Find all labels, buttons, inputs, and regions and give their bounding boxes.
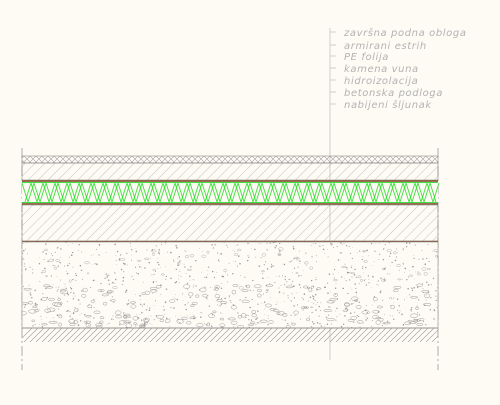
layer-gravel [21,241,439,329]
insulation-pattern [21,181,440,204]
layer-concrete-base [21,204,439,242]
layer-legend: završna podna obloga armirani estrih PE … [343,27,467,111]
legend-pe-foil: PE folija [344,52,389,63]
layer-floor-finish [21,155,439,164]
legend-gravel: nabijeni šljunak [344,99,432,111]
ground-hatch [22,328,438,342]
legend-insulation: kamena vuna [344,64,419,75]
layer-insulation [21,181,440,204]
legend-ticks [330,31,336,105]
legend-waterproofing: hidroizolacija [344,76,418,87]
legend-screed: armirani estrih [344,41,427,52]
gravel-texture [22,242,438,328]
legend-concrete-base: betonska podloga [344,88,443,99]
legend-floor-finish: završna podna obloga [343,27,467,39]
layer-screed [21,162,439,181]
layer-ground [22,327,438,342]
